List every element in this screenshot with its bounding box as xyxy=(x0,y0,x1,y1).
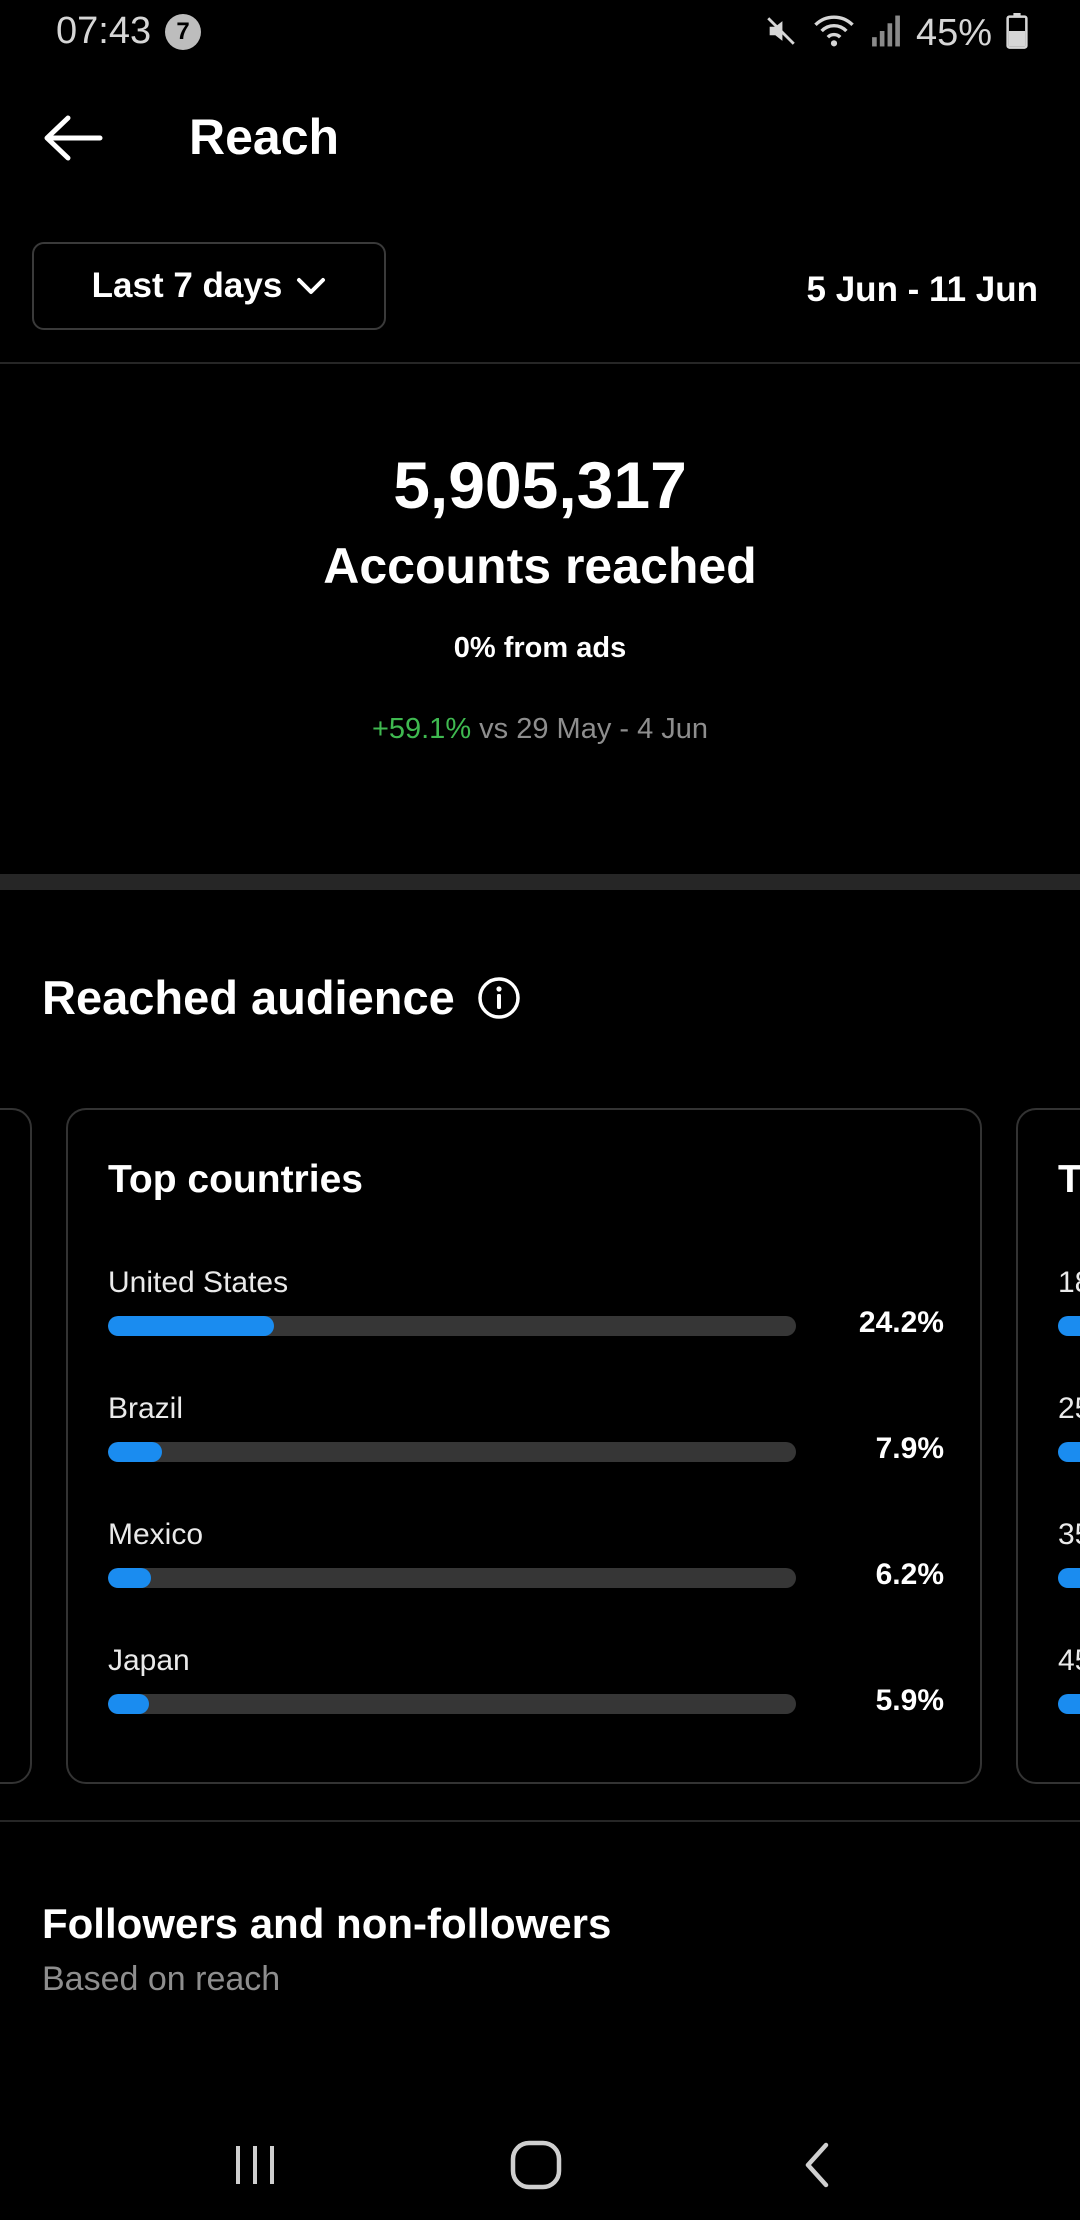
status-time: 07:43 xyxy=(56,10,152,52)
followers-section-subtitle: Based on reach xyxy=(42,1960,281,1998)
country-percentage: 6.2% xyxy=(875,1558,944,1591)
battery-percentage: 45% xyxy=(915,11,992,54)
period-selected-label: Last 7 days xyxy=(91,266,283,305)
comparison-period: vs 29 May - 4 Jun xyxy=(471,713,709,745)
country-bar-fill xyxy=(108,1694,149,1714)
recent-apps-icon xyxy=(236,2146,274,2184)
comparison-line: +59.1% vs 29 May - 4 Jun xyxy=(0,713,1080,746)
notification-count-badge: 7 xyxy=(165,14,201,50)
back-button[interactable] xyxy=(38,108,108,168)
top-countries-title: Top countries xyxy=(108,1158,363,1201)
mute-icon xyxy=(764,14,798,53)
country-bar-track xyxy=(108,1442,796,1462)
divider xyxy=(0,1820,1080,1822)
country-row: Mexico 6.2% xyxy=(108,1518,944,1618)
country-bar-fill xyxy=(108,1568,151,1588)
country-row: Brazil 7.9% xyxy=(108,1392,944,1492)
country-bar-fill xyxy=(108,1316,275,1336)
country-percentage: 5.9% xyxy=(875,1684,944,1717)
country-percentage: 24.2% xyxy=(858,1306,944,1339)
reached-audience-title: Reached audience xyxy=(42,971,455,1024)
accounts-reached-count: 5,905,317 xyxy=(393,448,687,522)
country-percentage: 7.9% xyxy=(875,1432,944,1465)
age-bar xyxy=(1058,1568,1080,1588)
age-label: 25 xyxy=(1058,1392,1080,1425)
chevron-left-icon xyxy=(805,2142,829,2188)
home-icon xyxy=(510,2140,562,2190)
date-range: 5 Jun - 11 Jun xyxy=(806,270,1038,309)
country-name: United States xyxy=(108,1266,289,1299)
section-divider xyxy=(0,874,1080,890)
age-bar xyxy=(1058,1316,1080,1336)
country-bar-track xyxy=(108,1316,796,1336)
age-row: 35 xyxy=(1058,1518,1080,1618)
battery-icon xyxy=(1006,12,1028,54)
divider xyxy=(0,362,1080,364)
system-navigation-bar xyxy=(0,2110,1080,2220)
next-card-peek[interactable]: T 18 25 35 45 xyxy=(1016,1108,1080,1784)
reached-audience-heading: Reached audience xyxy=(42,970,521,1025)
ads-share: 0% from ads xyxy=(453,632,627,664)
signal-icon xyxy=(870,14,902,53)
page-title: Reach xyxy=(189,109,340,165)
country-name: Japan xyxy=(108,1644,190,1677)
next-card-title: T xyxy=(1058,1158,1080,1201)
age-row: 25 xyxy=(1058,1392,1080,1492)
change-percentage: +59.1% xyxy=(371,713,472,745)
country-bar-track xyxy=(108,1694,796,1714)
chevron-down-icon xyxy=(297,278,326,294)
info-icon[interactable] xyxy=(477,976,521,1020)
age-label: 45 xyxy=(1058,1644,1080,1677)
accounts-reached-label: Accounts reached xyxy=(323,538,757,594)
recent-apps-button[interactable] xyxy=(215,2130,295,2200)
country-row: United States 24.2% xyxy=(108,1266,944,1366)
followers-section-title: Followers and non-followers xyxy=(42,1900,612,1947)
country-name: Brazil xyxy=(108,1392,184,1425)
arrow-left-icon xyxy=(44,115,103,161)
age-label: 35 xyxy=(1058,1518,1080,1551)
age-bar xyxy=(1058,1694,1080,1714)
top-countries-card[interactable]: Top countries United States 24.2% Brazil… xyxy=(66,1108,982,1784)
header: Reach xyxy=(0,90,1080,185)
age-row: 45 xyxy=(1058,1644,1080,1744)
period-dropdown[interactable]: Last 7 days xyxy=(32,242,386,330)
age-bar xyxy=(1058,1442,1080,1462)
status-icons: 45% xyxy=(764,10,1028,56)
status-bar: 07:43 7 45% xyxy=(0,0,1080,66)
age-label: 18 xyxy=(1058,1266,1080,1299)
reach-summary: 5,905,317 Accounts reached 0% from ads +… xyxy=(0,440,1080,746)
wifi-icon xyxy=(812,14,856,53)
nav-back-button[interactable] xyxy=(778,2130,858,2200)
home-button[interactable] xyxy=(496,2130,576,2200)
country-row: Japan 5.9% xyxy=(108,1644,944,1744)
country-bar-track xyxy=(108,1568,796,1588)
country-name: Mexico xyxy=(108,1518,204,1551)
age-row: 18 xyxy=(1058,1266,1080,1366)
country-bar-fill xyxy=(108,1442,163,1462)
previous-card-peek[interactable] xyxy=(0,1108,32,1784)
